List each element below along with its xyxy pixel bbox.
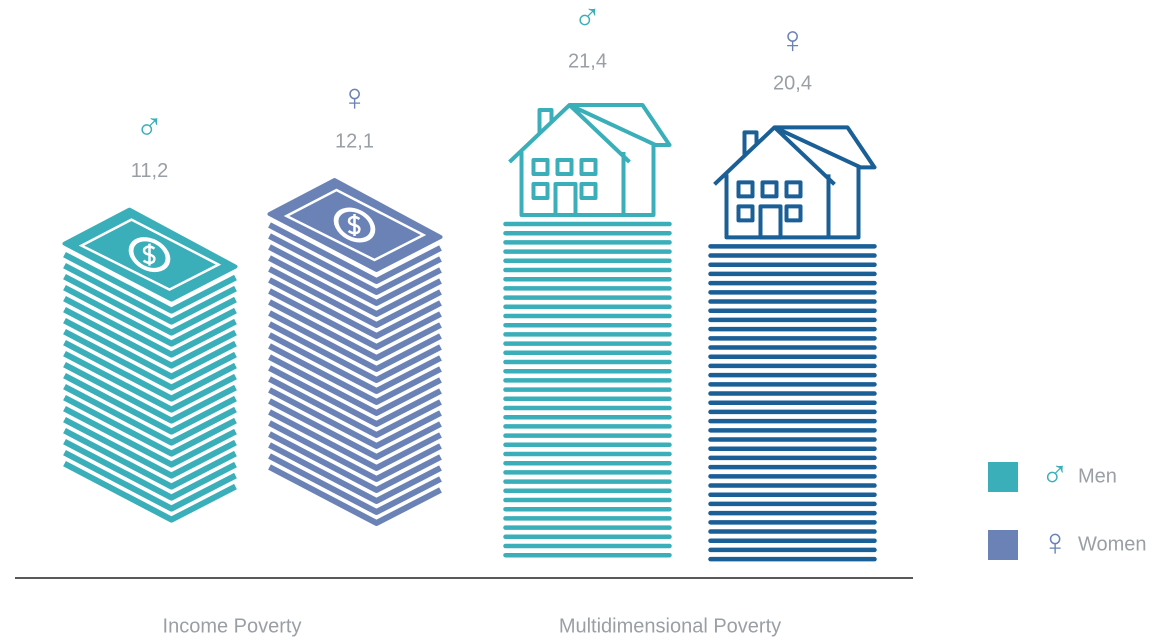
x-tick-label: Income Poverty [163,615,302,637]
house-roof [508,103,672,164]
bill-layer [63,361,237,424]
bill-layer [268,376,442,438]
dollar [142,243,156,266]
bill-layer [268,288,442,350]
bill-layer [268,233,442,295]
bill-layer [63,328,237,391]
house-chimney [537,108,554,134]
house-door [758,204,783,240]
bill-layer [63,251,237,314]
bill-layer [63,372,237,435]
house-window [760,180,779,199]
bill-layer [63,339,237,402]
bill-layer [268,365,442,427]
bill-layer [268,321,442,383]
bill-layer [63,427,237,490]
bill-layer [63,350,237,413]
pictogram-bar [267,178,443,526]
bill-layer [268,343,442,405]
house-body [519,145,656,217]
bill-layer [63,438,237,501]
value-label: 20,4 [773,73,812,95]
bill-layer [63,317,237,380]
bill-layer [63,262,237,325]
bill-layer [63,383,237,446]
bill-layer [63,416,237,479]
legend-swatch [988,462,1018,492]
pictogram-bar [708,125,877,562]
house-body [724,167,861,240]
series-symbol: ♂ [135,107,164,149]
bill-layer [63,273,237,336]
pictogram-bar [503,103,672,558]
bill-border [283,188,427,262]
house-window [784,204,803,223]
series-symbol: ♀ [778,19,807,61]
bill-layer [268,420,442,482]
bill-layer [63,295,237,358]
bill-layer [63,405,237,468]
value-label: 11,2 [131,160,168,182]
bill-layer [268,453,442,515]
bill-layer [268,464,442,526]
house-window [531,158,550,176]
legend-label: Men [1078,465,1117,487]
house-window [736,204,755,223]
bill-layer [268,255,442,317]
bill-layer [268,310,442,372]
bill-layer [63,449,237,512]
dollar [347,214,361,236]
legend-swatch [988,530,1018,560]
bill-border [78,218,222,292]
bill-layer [268,442,442,504]
legend-label: Women [1078,533,1147,555]
bill-layer [268,431,442,493]
bill-layer [268,244,442,306]
series-symbol: ♂ [573,0,602,39]
x-tick-label: Multidimensional Poverty [559,615,781,637]
house-chimney [742,130,759,157]
series-symbol: ♀ [340,77,369,119]
bill-layer [63,284,237,347]
house-window [736,180,755,199]
bill-layer [63,306,237,369]
bill-layer [268,398,442,460]
house-window [531,182,550,200]
bill-layer [268,299,442,361]
value-label: 12,1 [335,130,374,152]
house-window [555,158,574,176]
bill-layer [268,332,442,394]
bill-layer [268,222,442,284]
house-window [579,182,598,200]
legend-symbol: ♀ [1041,522,1070,564]
house-roof [713,125,877,186]
bill-layer [268,409,442,471]
house-window [579,158,598,176]
house-door [553,182,578,217]
bill-layer [63,460,237,523]
bill-layer [268,266,442,328]
legend-symbol: ♂ [1041,454,1070,496]
house-window [784,180,803,199]
value-label: 21,4 [568,50,607,72]
bill-layer [268,354,442,416]
pictogram-bar [62,207,238,523]
bill-layer [268,277,442,339]
bill-layer [268,387,442,449]
bill-layer [63,394,237,457]
